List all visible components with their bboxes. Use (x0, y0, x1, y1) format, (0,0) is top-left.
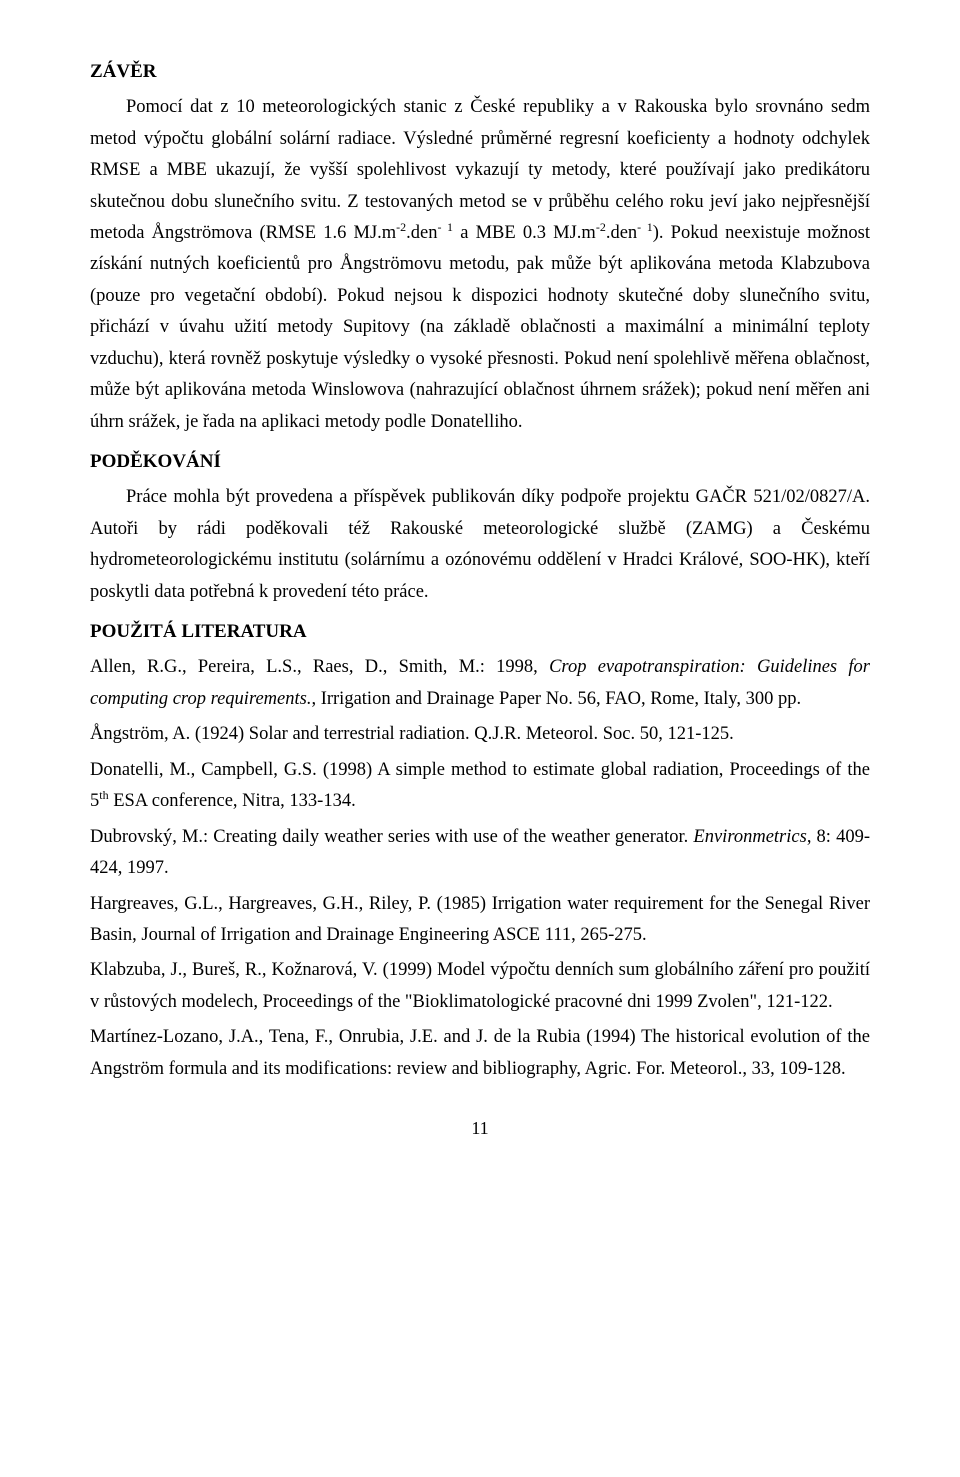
ref1-a: Allen, R.G., Pereira, L.S., Raes, D., Sm… (90, 657, 549, 677)
reference-3: Donatelli, M., Campbell, G.S. (1998) A s… (90, 755, 870, 818)
ref3-b: ESA conference, Nitra, 133-134. (109, 791, 356, 811)
sup-minus2-a: -2 (396, 220, 406, 234)
ref4-a: Dubrovský, M.: Creating daily weather se… (90, 827, 693, 847)
sup-minus1-b: - 1 (637, 220, 653, 234)
reference-4: Dubrovský, M.: Creating daily weather se… (90, 822, 870, 885)
heading-zaver: ZÁVĚR (90, 56, 870, 88)
sup-minus2-b: -2 (596, 220, 606, 234)
ref3-sup: th (99, 788, 108, 802)
page-number: 11 (90, 1113, 870, 1144)
ref4-title-italic: Environmetrics (693, 827, 806, 847)
reference-2: Ångström, A. (1924) Solar and terrestria… (90, 719, 870, 750)
zaver-text-e: ). Pokud neexistuje možnost získání nutn… (90, 223, 870, 432)
zaver-text-d: .den (606, 223, 637, 243)
heading-podekovani: PODĚKOVÁNÍ (90, 446, 870, 478)
zaver-text-c: a MBE 0.3 MJ.m (453, 223, 596, 243)
sup-minus1-a: - 1 (438, 220, 454, 234)
reference-7: Martínez-Lozano, J.A., Tena, F., Onrubia… (90, 1022, 870, 1085)
zaver-text-a: Pomocí dat z 10 meteorologických stanic … (90, 97, 870, 243)
ref1-b: , Irrigation and Drainage Paper No. 56, … (311, 689, 801, 709)
heading-literatura: POUŽITÁ LITERATURA (90, 616, 870, 648)
zaver-text-b: .den (406, 223, 437, 243)
reference-6: Klabzuba, J., Bureš, R., Kožnarová, V. (… (90, 955, 870, 1018)
reference-1: Allen, R.G., Pereira, L.S., Raes, D., Sm… (90, 652, 870, 715)
podekovani-paragraph: Práce mohla být provedena a příspěvek pu… (90, 482, 870, 608)
reference-5: Hargreaves, G.L., Hargreaves, G.H., Rile… (90, 889, 870, 952)
zaver-paragraph: Pomocí dat z 10 meteorologických stanic … (90, 92, 870, 438)
